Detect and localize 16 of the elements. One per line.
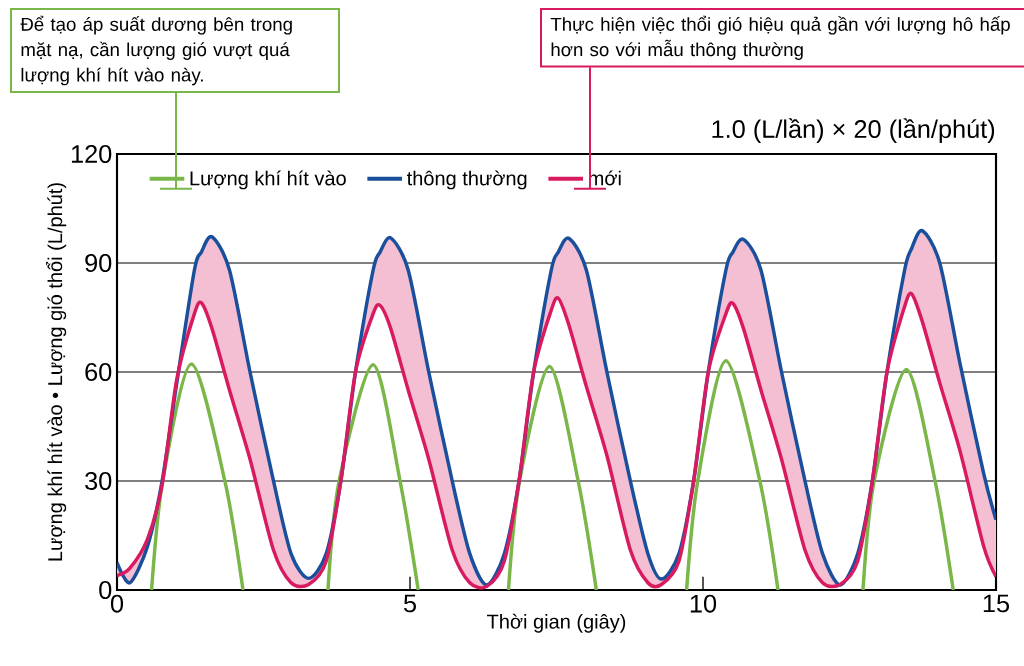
y-tick-label: 30 bbox=[85, 472, 112, 490]
y-tick-label: 90 bbox=[85, 254, 112, 272]
x-tick-label: 15 bbox=[983, 594, 1010, 613]
y-tick-label: 120 bbox=[71, 145, 112, 163]
y-axis-title: Lượng khí hít vào • Lượng gió thổi (L/phút) bbox=[45, 183, 67, 561]
legend-label: thông thường bbox=[406, 170, 527, 190]
x-tick-label: 5 bbox=[403, 594, 416, 613]
text: Thực hiện việc thổi gió hiệu quả gần với lượng hô hấp hơn so với mẫu thông thường bbox=[550, 15, 1010, 60]
x-tick-label: 0 bbox=[110, 594, 124, 613]
y-tick-label: 0 bbox=[99, 581, 112, 599]
text: Để tạo áp suất dương bên trong mặt nạ, cần lượng gió vượt quá lượng khí hít vào này. bbox=[20, 15, 292, 86]
x-tick-label: 10 bbox=[690, 594, 717, 613]
legend-label: Lượng khí hít vào bbox=[190, 170, 346, 190]
y-tick-label: 60 bbox=[85, 363, 112, 381]
chart-subtitle: 1.0 (L/lần) × 20 (lần/phút) bbox=[712, 118, 995, 144]
x-axis-title: Thời gian (giây) bbox=[487, 613, 626, 633]
